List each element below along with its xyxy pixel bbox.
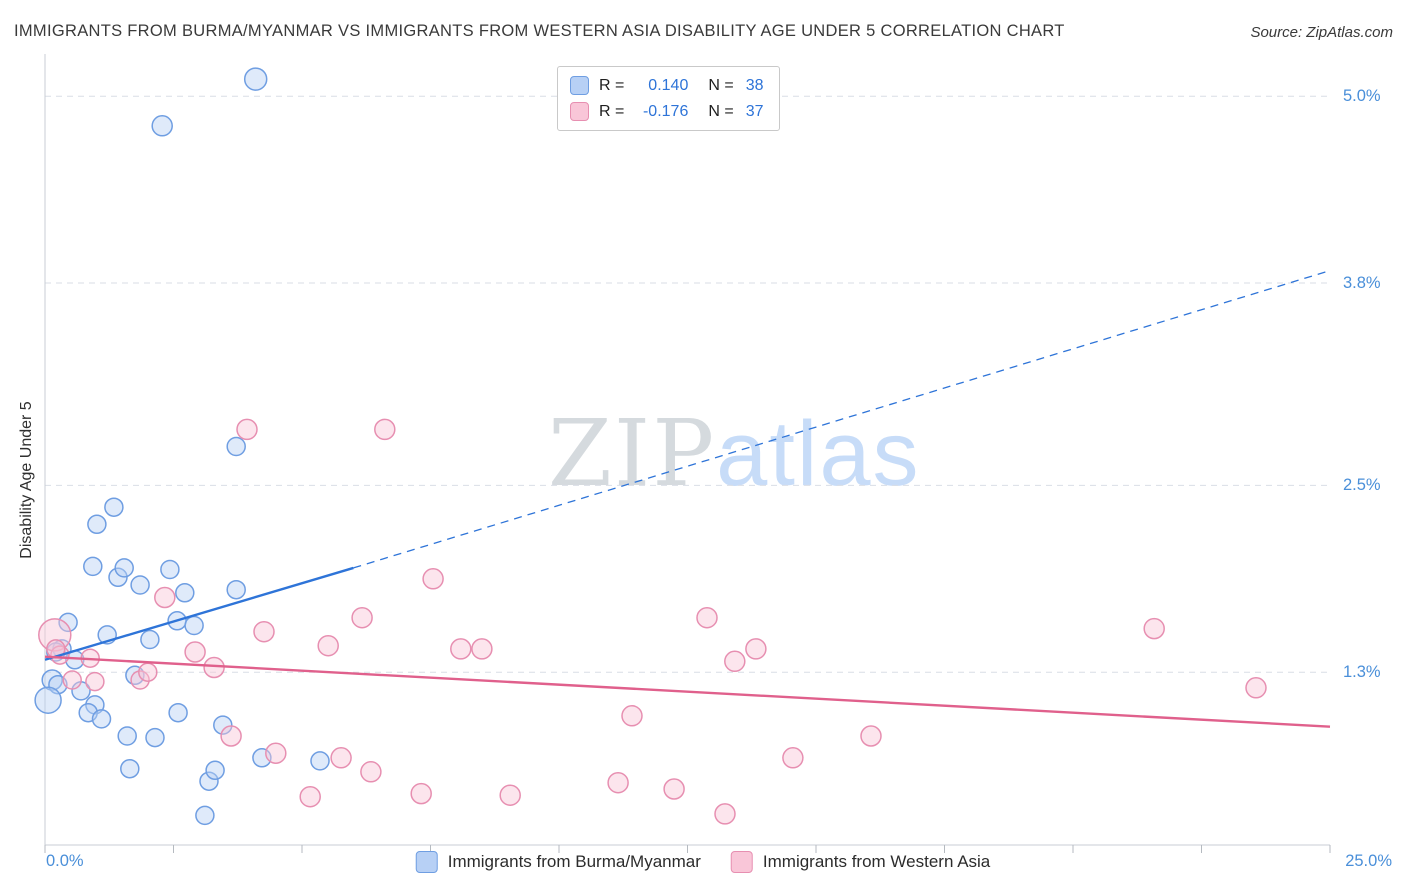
scatter-point-western-asia [85,671,105,692]
scatter-point-western-asia [621,705,643,727]
scatter-point-burma-myanmar [184,615,204,636]
bottom-legend-label: Immigrants from Western Asia [762,852,991,871]
scatter-point-burma-myanmar [91,709,112,729]
x-axis-min-label: 0.0% [46,852,84,870]
correlation-legend-box: R = 0.140 N = 38 R = -0.176 N = 37 [557,66,781,131]
scatter-point-western-asia [138,662,158,682]
pink-series-swatch [570,102,589,121]
scatter-point-western-asia [745,638,767,660]
scatter-point-burma-myanmar [114,558,134,578]
scatter-point-western-asia [724,650,746,673]
scatter-point-western-asia [410,782,432,805]
n-value: 38 [745,76,764,94]
scatter-point-burma-myanmar [151,115,173,137]
scatter-point-burma-myanmar [83,556,103,577]
scatter-point-western-asia [220,725,242,747]
scatter-point-western-asia [154,586,176,609]
scatter-point-burma-myanmar [226,436,246,457]
scatter-point-burma-myanmar [205,760,225,781]
scatter-point-western-asia [351,606,373,629]
r-value: 0.140 [648,76,689,94]
y-axis-tick-label: 2.5% [1343,476,1381,495]
scatter-point-western-asia [714,803,736,825]
trend-line-dashed-burma-myanmar [353,269,1331,569]
scatter-point-western-asia [471,638,493,660]
n-label: N = [708,76,734,94]
scatter-point-western-asia [253,620,275,643]
bottom-legend-item-burma-myanmar: Immigrants from Burma/Myanmar [415,851,701,873]
y-axis-tick-label: 5.0% [1343,87,1381,106]
scatter-point-western-asia [130,670,150,690]
scatter-point-burma-myanmar [87,514,107,535]
scatter-point-western-asia [317,634,339,657]
scatter-point-western-asia [607,771,629,794]
source-label: Source: ZipAtlas.com [1250,24,1393,41]
x-axis-max-label: 25.0% [1345,852,1392,870]
scatter-point-western-asia [782,747,804,769]
scatter-point-western-asia [663,778,685,800]
scatter-point-western-asia [450,638,472,660]
scatter-point-western-asia [236,418,258,441]
y-axis-title: Disability Age Under 5 [18,401,35,559]
scatter-point-western-asia [1245,677,1267,699]
scatter-point-burma-myanmar [160,559,180,580]
scatter-point-western-asia [860,725,882,747]
scatter-point-western-asia [330,747,352,769]
scatter-point-western-asia [374,418,396,441]
scatter-point-western-asia [696,606,718,629]
y-axis-tick-label: 1.3% [1343,663,1381,682]
scatter-point-burma-myanmar [104,497,124,517]
scatter-point-burma-myanmar [213,715,233,735]
n-label: N = [708,102,734,120]
legend-row-western-asia: R = -0.176 N = 37 [570,102,763,121]
r-label: R = [599,102,625,120]
bottom-legend-label: Immigrants from Burma/Myanmar [447,852,701,871]
trend-line-burma-myanmar [44,566,354,661]
scatter-point-burma-myanmar [117,726,137,746]
scatter-point-burma-myanmar [175,583,195,603]
scatter-point-burma-myanmar [34,686,62,714]
pink-series-swatch [730,851,753,873]
scatter-point-western-asia [499,784,521,806]
scatter-point-western-asia [203,656,225,679]
scatter-point-burma-myanmar [310,751,330,771]
r-label: R = [599,76,625,94]
scatter-point-western-asia [360,761,382,783]
scatter-point-burma-myanmar [108,567,128,588]
legend-row-burma-myanmar: R = 0.140 N = 38 [570,76,763,95]
scatter-point-burma-myanmar [195,805,215,826]
scatter-point-western-asia [265,742,287,764]
bottom-legend: Immigrants from Burma/Myanmar Immigrants… [415,851,991,873]
scatter-point-burma-myanmar [199,771,219,791]
scatter-point-western-asia [299,785,321,808]
scatter-point-burma-myanmar [243,67,268,91]
scatter-point-burma-myanmar [145,727,165,748]
y-axis-tick-label: 3.8% [1343,274,1381,293]
scatter-point-western-asia [62,670,82,690]
scatter-point-burma-myanmar [226,579,246,600]
scatter-point-burma-myanmar [140,629,160,650]
scatter-point-burma-myanmar [130,575,150,595]
scatter-point-burma-myanmar [58,612,78,633]
scatter-point-western-asia [1143,617,1165,640]
trend-line-western-asia [44,655,1331,728]
scatter-point-western-asia [422,568,444,590]
r-value: -0.176 [642,102,689,120]
scatter-point-burma-myanmar [48,674,68,695]
n-value: 37 [745,102,764,120]
scatter-point-burma-myanmar [120,758,140,779]
blue-series-swatch [415,851,438,873]
scatter-point-burma-myanmar [168,702,188,723]
bottom-legend-item-western-asia: Immigrants from Western Asia [730,851,991,873]
page-title: IMMIGRANTS FROM BURMA/MYANMAR VS IMMIGRA… [14,22,1065,40]
blue-series-swatch [570,76,589,95]
scatter-point-western-asia [184,641,206,663]
